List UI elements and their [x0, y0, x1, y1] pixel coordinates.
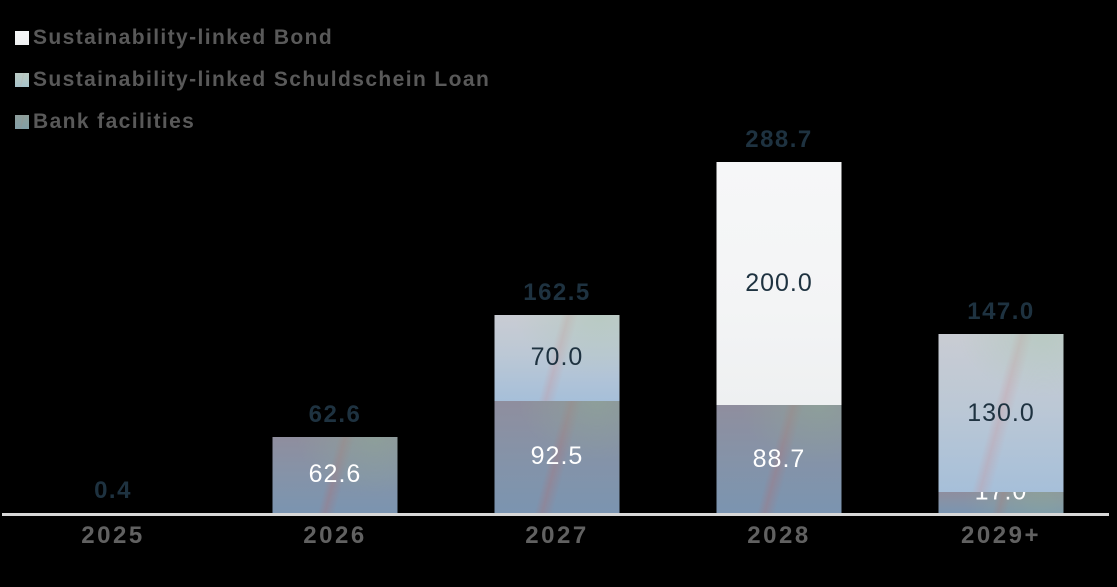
legend: Sustainability-linked Bond Sustainability… — [15, 17, 490, 143]
total-label-2026: 62.6 — [308, 400, 362, 428]
bar-segment-bank-2027: 92.5 — [494, 400, 620, 513]
bar-group-2025: 0.4 — [2, 0, 224, 513]
segment-value-label: 88.7 — [752, 444, 806, 473]
x-label-2028: 2028 — [747, 522, 811, 549]
segment-value-label: 92.5 — [530, 442, 584, 471]
legend-item-bond: Sustainability-linked Bond — [15, 17, 490, 59]
bar-2028: 88.7 200.0 — [716, 161, 842, 513]
bar-2029+: 17.0 130.0 — [938, 334, 1064, 513]
segment-value-label: 62.6 — [308, 460, 362, 489]
total-label-2028: 288.7 — [745, 125, 813, 153]
total-label-2029+: 147.0 — [967, 298, 1035, 326]
legend-label: Sustainability-linked Bond — [33, 26, 334, 49]
bar-segment-bank-2026: 62.6 — [272, 436, 398, 513]
x-label-2029+: 2029+ — [961, 522, 1041, 549]
plot-area: 0.4 62.6 62.6 92.5 70.0 162.5 88.7 200.0 288.7 17… — [2, 0, 1112, 513]
total-label-2027: 162.5 — [523, 279, 591, 307]
legend-item-schuldschein: Sustainability-linked Schuldschein Loan — [15, 59, 490, 101]
legend-marker-bond — [15, 31, 29, 45]
bar-group-2029+: 17.0 130.0 147.0 — [890, 0, 1112, 513]
segment-value-label: 70.0 — [530, 343, 584, 372]
bar-segment-schuldschein-2029+: 130.0 — [938, 334, 1064, 493]
bar-group-2027: 92.5 70.0 162.5 — [446, 0, 668, 513]
x-axis-labels: 2025 2026 2027 2028 2029+ — [2, 524, 1112, 554]
x-label-2027: 2027 — [525, 522, 589, 549]
bar-2026: 62.6 — [272, 436, 398, 513]
legend-label: Sustainability-linked Schuldschein Loan — [33, 68, 491, 91]
bar-segment-schuldschein-2027: 70.0 — [494, 315, 620, 401]
total-label-2025: 0.4 — [94, 476, 132, 504]
x-label-2025: 2025 — [81, 522, 145, 549]
segment-value-label: 200.0 — [745, 269, 813, 298]
bar-segment-bond-2028: 200.0 — [716, 161, 842, 406]
legend-label: Bank facilities — [33, 110, 196, 133]
legend-marker-schuldschein — [15, 73, 29, 87]
segment-value-label: 130.0 — [967, 398, 1035, 427]
bar-group-2026: 62.6 62.6 — [224, 0, 446, 513]
bar-group-2028: 88.7 200.0 288.7 — [668, 0, 890, 513]
legend-marker-bank — [15, 115, 29, 129]
bar-2027: 92.5 70.0 — [494, 315, 620, 513]
bar-segment-bank-2028: 88.7 — [716, 405, 842, 513]
bar-segment-bank-2029+: 17.0 — [938, 479, 1064, 513]
x-axis-line — [2, 513, 1109, 516]
legend-item-bank: Bank facilities — [15, 101, 490, 143]
x-label-2026: 2026 — [303, 522, 367, 549]
